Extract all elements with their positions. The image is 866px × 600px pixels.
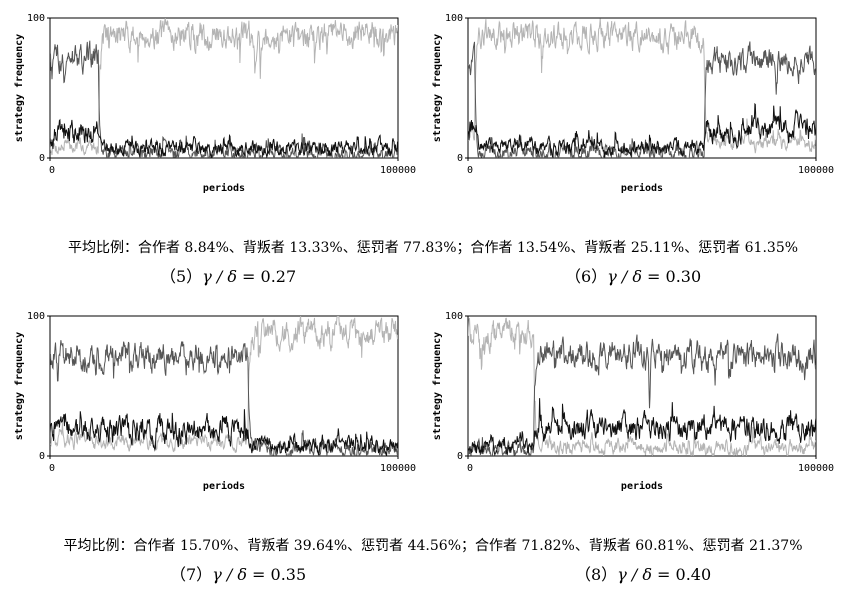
chart-5-ytick-label-1: 100 [27, 13, 45, 24]
chart-7-xtick-label-1: 100000 [380, 463, 416, 474]
caption-6-eq: = 0.30 [641, 267, 702, 286]
caption-5-expr: γ / δ [202, 267, 237, 286]
chart-6-xtick-label-0: 0 [467, 165, 473, 176]
chart-8-xtick-label-0: 0 [467, 463, 473, 474]
caption-6: （6）γ / δ = 0.30 [565, 263, 701, 287]
chart-8-ylabel: strategy frequency [432, 332, 443, 440]
chart-8-ytick-label-0: 0 [457, 451, 463, 462]
chart-5-xlabel: periods [203, 182, 245, 194]
chart-7-frame [49, 315, 399, 457]
chart-8-ytick-label-1: 100 [445, 311, 463, 322]
chart-6-frame [467, 17, 817, 159]
chart-5-xtick-label-1: 100000 [380, 165, 416, 176]
chart-svg-6: 0 100 0 100000 strategy frequency periods [432, 13, 834, 194]
chart-5-xtick-label-0: 0 [49, 165, 55, 176]
chart-7-xtick-label-0: 0 [49, 463, 55, 474]
chart-8-frame [467, 315, 817, 457]
chart-7-ytick-label-0: 0 [39, 451, 45, 462]
caption-6-expr: γ / δ [607, 267, 642, 286]
chart-8-series-2 [468, 398, 816, 456]
summary-top: 平均比例：合作者 8.84%、背叛者 13.33%、惩罚者 77.83%；合作者… [67, 240, 799, 256]
chart-6-ytick-label-0: 0 [457, 153, 463, 164]
summary-bottom: 平均比例：合作者 15.70%、背叛者 39.64%、惩罚者 44.56%；合作… [63, 538, 803, 554]
caption-6-num: （6） [565, 267, 608, 286]
caption-7: （7）γ / δ = 0.35 [170, 561, 306, 585]
caption-7-eq: = 0.35 [246, 565, 307, 584]
chart-6-series-0 [468, 18, 816, 154]
caption-8-expr: γ / δ [617, 565, 652, 584]
chart-6-xtick-label-1: 100000 [798, 165, 834, 176]
chart-7-series-2 [50, 409, 398, 456]
chart-svg-7: 0 100 0 100000 strategy frequency periods [14, 311, 416, 492]
chart-svg-5: 0 100 0 100000 strategy frequency periods [14, 13, 416, 194]
chart-8-series-1 [468, 333, 816, 456]
chart-5-series-0 [50, 18, 398, 156]
chart-panel-5: 0 100 0 100000 strategy frequency periods [10, 10, 430, 200]
caption-8-num: （8） [575, 565, 618, 584]
chart-6-ytick-label-1: 100 [445, 13, 463, 24]
caption-5-eq: = 0.27 [236, 267, 297, 286]
chart-7-ylabel: strategy frequency [14, 332, 25, 440]
caption-8-eq: = 0.40 [651, 565, 712, 584]
chart-5-ylabel: strategy frequency [14, 34, 25, 142]
chart-7-series-1 [50, 340, 398, 456]
chart-5-series-2 [50, 118, 398, 158]
chart-8-xtick-label-1: 100000 [798, 463, 834, 474]
chart-6-ylabel: strategy frequency [432, 34, 443, 142]
caption-8: （8）γ / δ = 0.40 [575, 561, 711, 585]
chart-7-series-0 [50, 316, 398, 454]
caption-7-num: （7） [170, 565, 213, 584]
chart-panel-8: 0 100 0 100000 strategy frequency periods [428, 308, 848, 498]
caption-7-expr: γ / δ [212, 565, 247, 584]
chart-5-ytick-label-0: 0 [39, 153, 45, 164]
chart-6-series-2 [468, 102, 816, 158]
chart-panel-6: 0 100 0 100000 strategy frequency periods [428, 10, 848, 200]
caption-5-num: （5） [160, 267, 203, 286]
chart-panel-7: 0 100 0 100000 strategy frequency periods [10, 308, 430, 498]
chart-8-series-0 [468, 317, 816, 456]
chart-svg-8: 0 100 0 100000 strategy frequency periods [432, 311, 834, 492]
chart-6-xlabel: periods [621, 182, 663, 194]
caption-5: （5）γ / δ = 0.27 [160, 263, 296, 287]
chart-8-xlabel: periods [621, 480, 663, 492]
chart-5-series-1 [50, 40, 398, 158]
chart-7-ytick-label-1: 100 [27, 311, 45, 322]
chart-7-xlabel: periods [203, 480, 245, 492]
